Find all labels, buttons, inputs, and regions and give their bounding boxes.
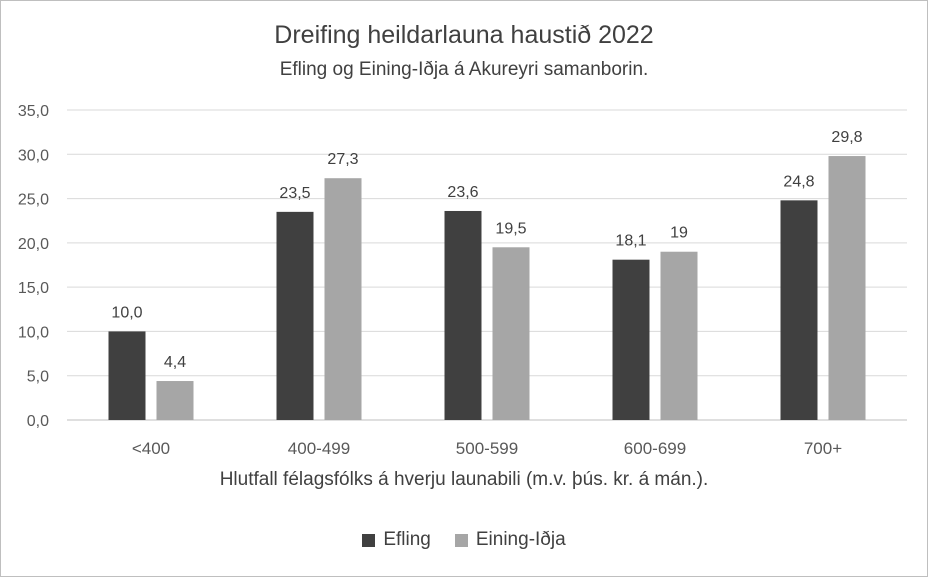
- x-tick-label: 400-499: [288, 439, 350, 458]
- legend: Efling Eining-Iðja: [1, 529, 927, 551]
- data-label: 19: [670, 225, 688, 242]
- y-tick-label: 25,0: [18, 192, 49, 209]
- data-label: 24,8: [783, 173, 814, 190]
- legend-swatch-efling: [362, 533, 376, 547]
- x-axis-label: Hlutfall félagsfólks á hverju launabili …: [219, 469, 709, 490]
- y-tick-label: 35,0: [18, 103, 49, 120]
- legend-label-eining-idja: Eining-Iðja: [475, 529, 566, 550]
- bar: [828, 156, 866, 421]
- bar: [444, 210, 482, 420]
- legend-item-efling: Efling: [362, 529, 431, 551]
- bar: [324, 178, 362, 420]
- y-tick-label: 20,0: [18, 236, 49, 253]
- y-tick-label: 0,0: [27, 413, 49, 430]
- bar: [660, 251, 698, 420]
- bar: [612, 259, 650, 420]
- legend-label-efling: Efling: [383, 529, 431, 550]
- bar: [156, 381, 194, 420]
- bar: [780, 200, 818, 420]
- chart-subtitle: Efling og Eining-Iðja á Akureyri samanbo…: [279, 59, 649, 80]
- data-label: 23,5: [279, 185, 310, 202]
- data-label: 4,4: [164, 354, 186, 371]
- data-label: 10,0: [111, 304, 142, 321]
- y-tick-label: 30,0: [18, 147, 49, 164]
- x-tick-label: 500-599: [456, 439, 518, 458]
- x-tick-label: 600-699: [624, 439, 686, 458]
- chart-title: Dreifing heildarlauna haustið 2022: [274, 21, 654, 49]
- data-label: 19,5: [495, 220, 526, 237]
- x-tick-label: 700+: [804, 439, 842, 458]
- data-label: 27,3: [327, 151, 358, 168]
- y-tick-label: 5,0: [27, 369, 49, 386]
- bar: [276, 211, 314, 420]
- data-label: 23,6: [447, 184, 478, 201]
- legend-swatch-eining-idja: [454, 533, 468, 547]
- y-tick-label: 10,0: [18, 324, 49, 341]
- data-label: 29,8: [831, 129, 862, 146]
- y-tick-label: 15,0: [18, 280, 49, 297]
- data-label: 18,1: [615, 233, 646, 250]
- bar: [108, 331, 146, 420]
- bar: [492, 247, 530, 420]
- x-tick-label: <400: [132, 439, 170, 458]
- legend-item-eining-idja: Eining-Iðja: [454, 529, 566, 551]
